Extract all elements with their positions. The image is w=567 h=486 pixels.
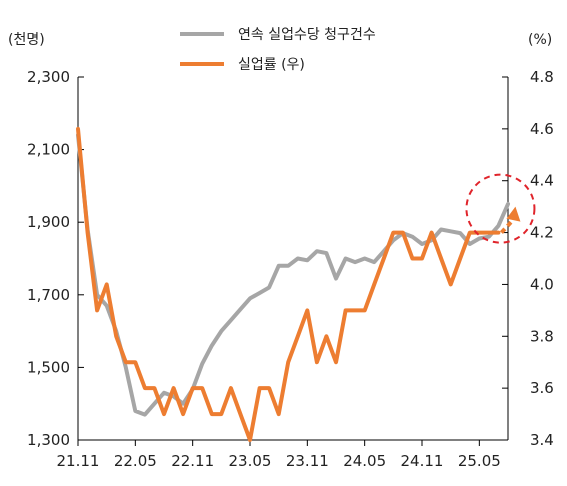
right-tick-label: 4.2 [530, 224, 554, 242]
x-tick-label: 22.05 [114, 452, 157, 470]
x-tick-label: 23.11 [286, 452, 329, 470]
right-tick-label: 3.4 [530, 431, 554, 449]
series-line-unemployment [76, 126, 501, 442]
right-tick-label: 4.4 [530, 172, 554, 190]
left-tick-label: 1,500 [27, 358, 70, 376]
right-tick-label: 4.6 [530, 120, 554, 138]
right-axis-unit: (%) [528, 32, 552, 48]
left-tick-label: 1,300 [27, 431, 70, 449]
left-axis-unit: (천명) [8, 32, 45, 48]
axes: 1,300 1,500 1,700 1,900 2,100 2,300 3.4 3.6 3.8 4… [27, 68, 554, 470]
highlight-circle [465, 173, 536, 244]
x-tick-label: 24.05 [343, 452, 386, 470]
legend: 연속 실업수당 청구건수 실업률 (우) [180, 27, 376, 73]
x-tick-label: 21.11 [57, 452, 100, 470]
left-tick-label: 2,100 [27, 141, 70, 159]
x-tick-label: 25.05 [458, 452, 501, 470]
x-tick-label: 22.11 [171, 452, 214, 470]
right-tick-label: 3.8 [530, 327, 554, 345]
series-line-claims [76, 133, 510, 417]
left-tick-label: 1,700 [27, 286, 70, 304]
right-tick-label: 4.8 [530, 68, 554, 86]
projection-arrow-line [499, 219, 514, 234]
right-tick-label: 4.0 [530, 275, 554, 293]
x-tick-label: 24.11 [401, 452, 444, 470]
projection-arrow-head [506, 206, 521, 222]
x-tick-label: 23.05 [229, 452, 272, 470]
left-tick-label: 2,300 [27, 68, 70, 86]
left-tick-label: 1,900 [27, 213, 70, 231]
legend-label-claims: 연속 실업수당 청구건수 [238, 27, 376, 43]
right-tick-label: 3.6 [530, 379, 554, 397]
series-layer [76, 126, 536, 442]
legend-label-unemployment: 실업률 (우) [238, 57, 305, 73]
